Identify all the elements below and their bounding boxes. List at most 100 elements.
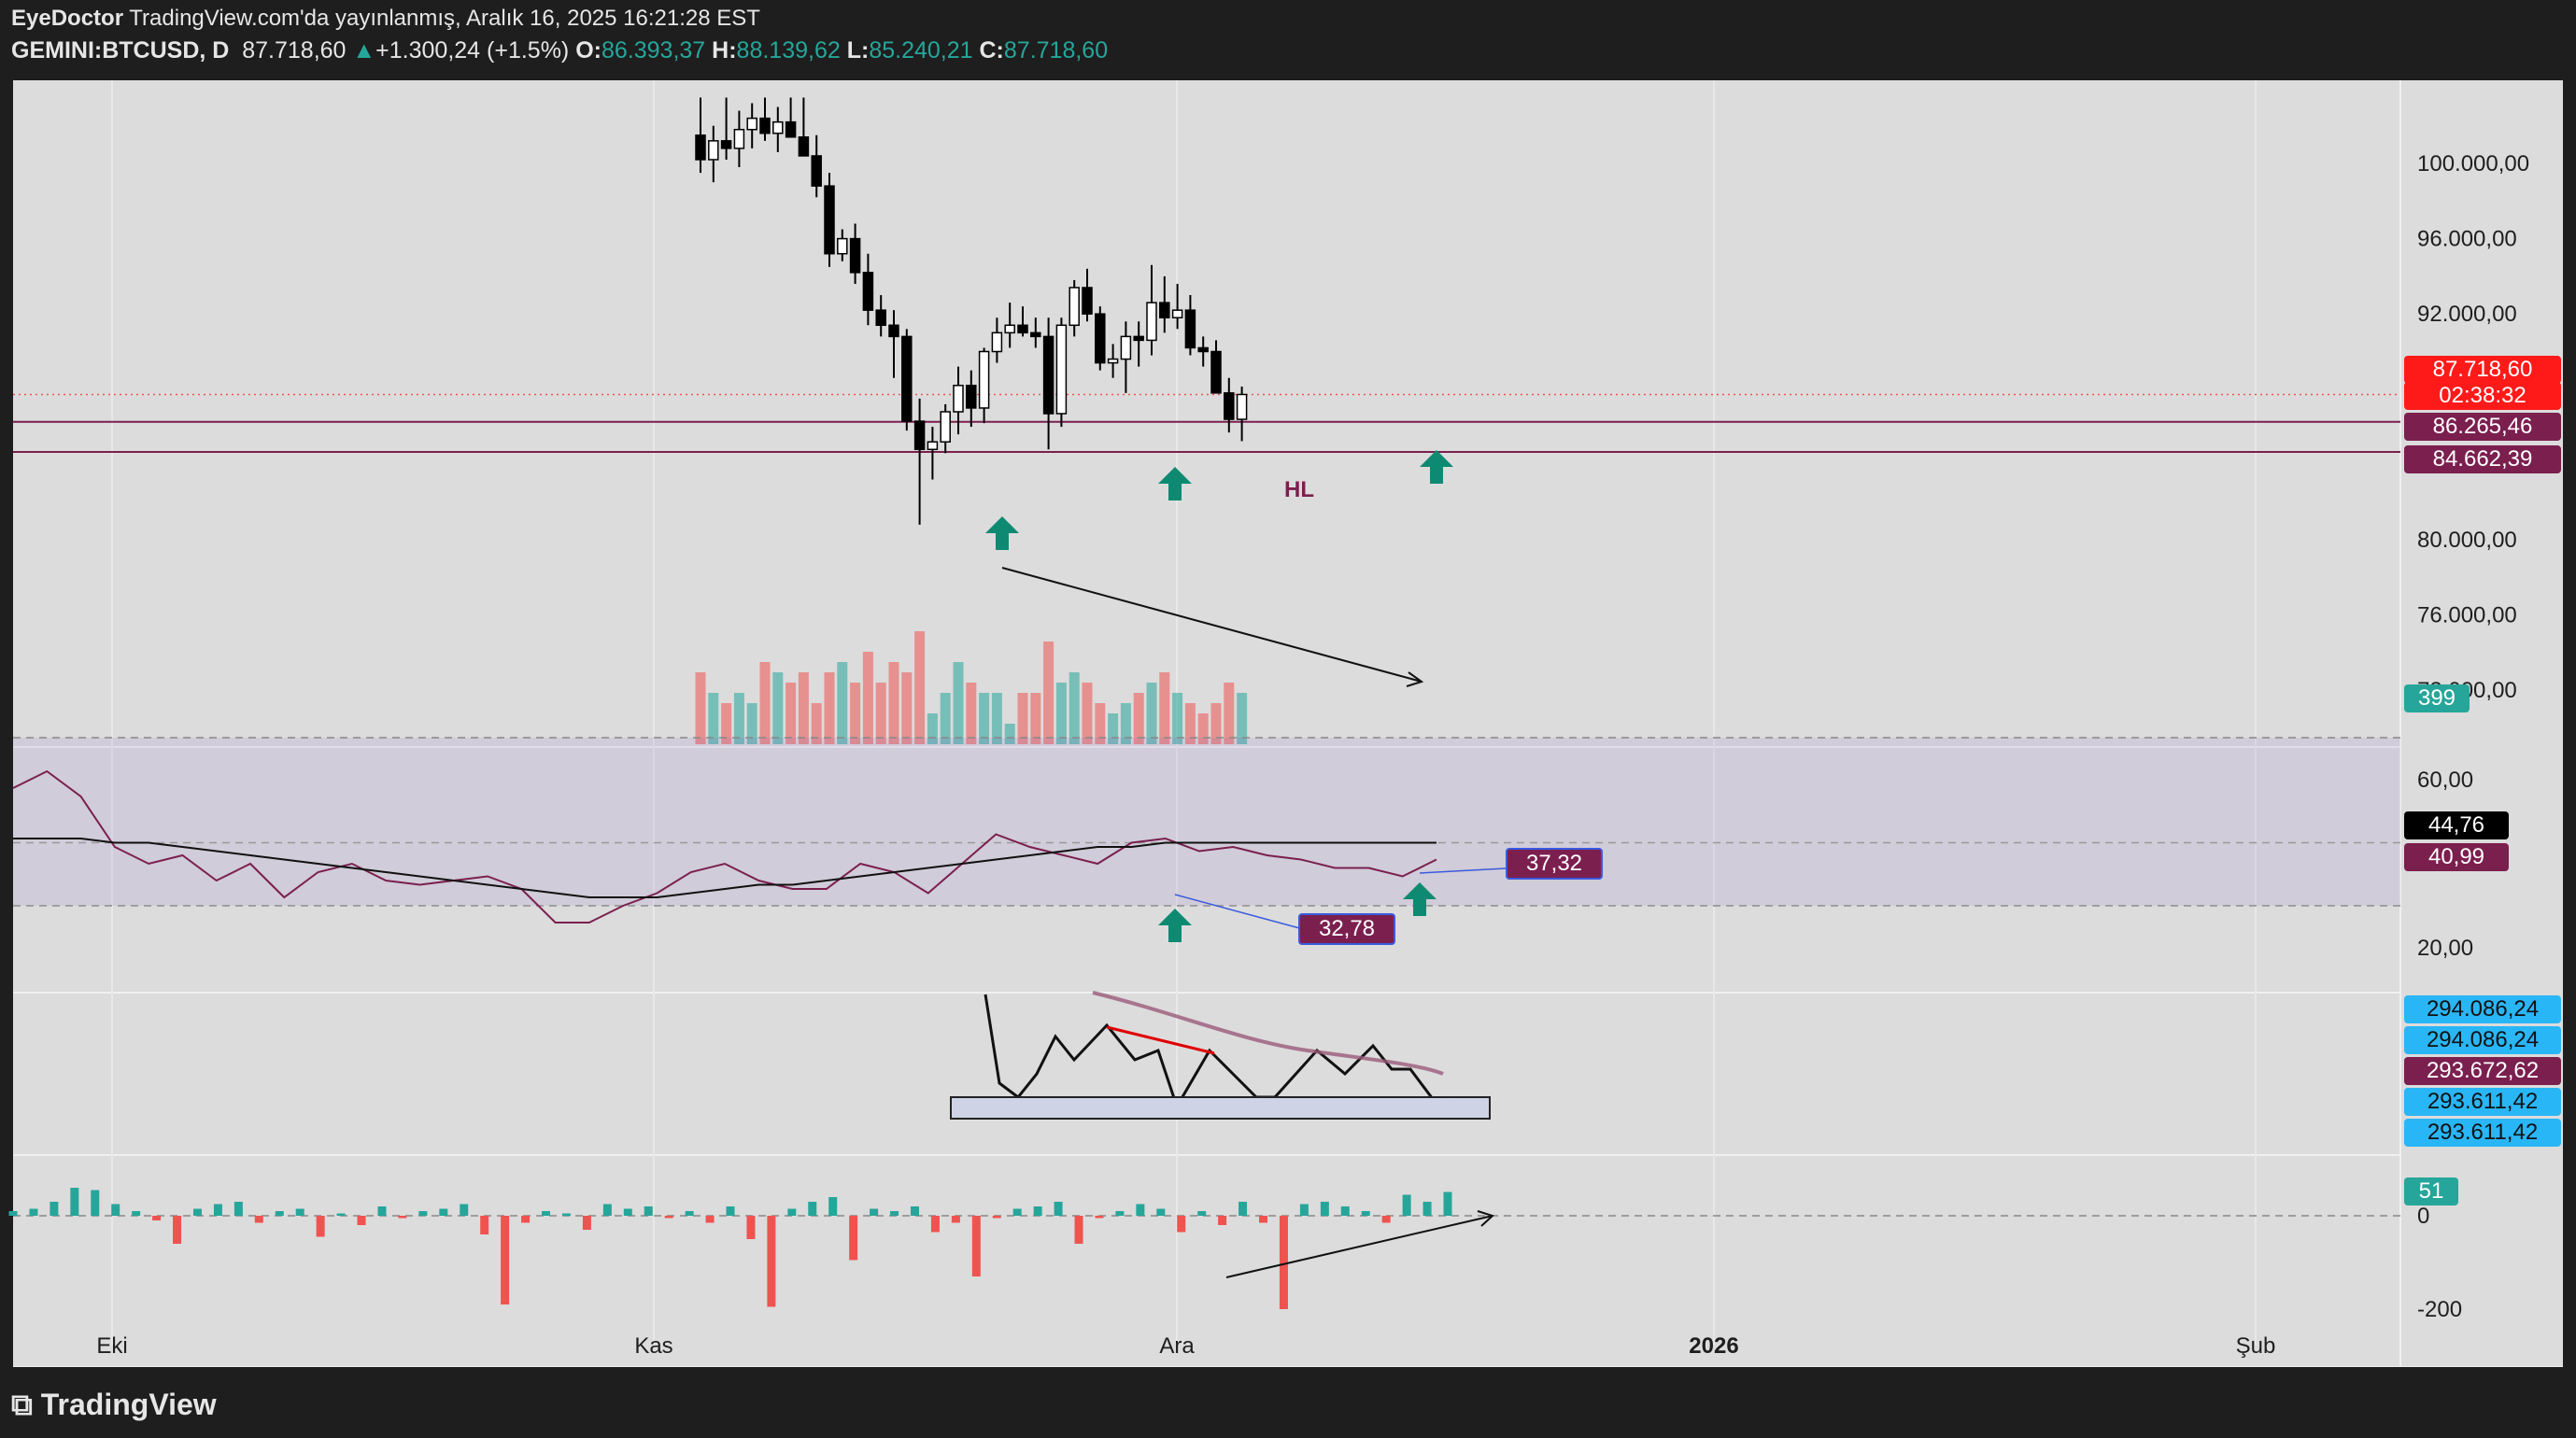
candle-body: [875, 309, 886, 327]
candle-body: [837, 237, 848, 255]
histogram-bar: [561, 1213, 571, 1216]
candle-body: [746, 117, 757, 131]
price-tick-label: 92.000,00: [2417, 302, 2517, 327]
candle-body: [720, 140, 732, 149]
candle-body: [1171, 309, 1183, 318]
volume-bar: [1120, 703, 1131, 744]
histogram-divergence-line: [1225, 1215, 1493, 1278]
oscillator-range-box: [950, 1096, 1491, 1120]
rsi-callout-line-a: [1419, 867, 1507, 874]
candle-body: [695, 134, 706, 161]
signal-arrow-icon-2: [1158, 467, 1192, 500]
histogram-bar: [460, 1204, 469, 1216]
tradingview-logo[interactable]: ⧉ TradingView: [11, 1388, 217, 1423]
histogram-bar: [582, 1216, 591, 1230]
close-label: C:: [979, 37, 1004, 63]
candle-body: [1004, 324, 1015, 334]
annotations: HL: [985, 450, 1507, 1278]
divergence-line: [1001, 567, 1422, 683]
candle-body: [811, 155, 822, 187]
histogram-bar: [602, 1204, 612, 1216]
histogram-pane: [8, 1188, 2400, 1309]
histogram-bar: [418, 1211, 428, 1216]
time-tick-label: 2026: [1689, 1333, 1738, 1359]
candle-body: [1030, 331, 1041, 338]
histogram-bar: [890, 1211, 899, 1216]
candle-body: [1082, 287, 1093, 315]
candle-body: [1197, 346, 1209, 353]
histogram-bar: [1381, 1216, 1391, 1223]
candle-body: [1120, 335, 1132, 360]
volume-bar: [1184, 703, 1196, 744]
histogram-bar: [1443, 1191, 1452, 1216]
price-tick-label: 96.000,00: [2417, 227, 2517, 252]
oscillator-ma-line: [1092, 991, 1444, 1076]
histogram-bar: [173, 1216, 182, 1244]
oscillator-value-label-4: 293.611,42: [2404, 1088, 2561, 1116]
time-axis[interactable]: Eki Kas Ara 2026 Şub: [96, 1333, 2275, 1359]
volume-bar: [1224, 683, 1235, 744]
volume-bar: [1172, 693, 1183, 744]
histogram-bar: [192, 1208, 202, 1216]
candle-body: [759, 117, 771, 134]
candle-body: [824, 185, 835, 255]
histogram-bar: [357, 1216, 366, 1225]
volume-bar: [1030, 693, 1041, 744]
histogram-bar: [930, 1216, 940, 1233]
candle-body: [1055, 324, 1068, 415]
volume-bar: [1082, 683, 1093, 744]
volume-bar: [1055, 683, 1067, 744]
volume-bar: [1197, 713, 1209, 744]
candle-body: [991, 331, 1003, 353]
author-name[interactable]: EyeDoctor: [11, 6, 124, 31]
histogram-bar: [726, 1206, 735, 1216]
rsi-point-a-label: 37,32: [1506, 848, 1603, 880]
histogram-value-label: 51: [2404, 1177, 2458, 1205]
volume-bar: [1133, 693, 1144, 744]
volume-bar: [991, 693, 1002, 744]
symbol-label[interactable]: GEMINI:BTCUSD, D: [11, 37, 230, 63]
candle-body: [978, 350, 990, 409]
oscillator-value-label-5: 293.611,42: [2404, 1119, 2561, 1147]
rsi-callout-line-b: [1174, 894, 1304, 930]
histogram-bar: [1054, 1202, 1063, 1216]
histogram-bar: [275, 1211, 284, 1216]
histogram-bar: [501, 1216, 510, 1304]
candle-body: [1210, 350, 1222, 394]
rsi-pane: [12, 737, 2400, 923]
volume-bar: [979, 693, 990, 744]
candle-body: [1017, 324, 1028, 334]
histogram-bar: [480, 1216, 489, 1234]
histogram-bar: [971, 1216, 981, 1276]
price-tick-label: 80.000,00: [2417, 528, 2517, 553]
volume-bar: [798, 672, 809, 744]
volume-bar: [786, 683, 797, 744]
histogram-bar: [623, 1208, 632, 1216]
volume-bar: [927, 713, 938, 744]
candle-body: [1069, 287, 1080, 327]
candle-body: [966, 385, 977, 409]
histogram-bar: [8, 1211, 18, 1216]
rsi-arrow-icon-2: [1403, 882, 1437, 916]
footer-bar: ⧉ TradingView: [0, 1367, 2576, 1438]
histogram-bar: [910, 1206, 919, 1216]
candle-body: [1184, 309, 1196, 349]
volume-bar: [914, 631, 926, 744]
histogram-bar: [767, 1216, 776, 1307]
volume-bar: [708, 693, 719, 744]
volume-bar: [1237, 693, 1248, 744]
candle-body: [888, 324, 899, 338]
level-1-label: 86.265,46: [2404, 413, 2561, 441]
low-label: L:: [846, 37, 870, 63]
chart-background: [13, 80, 2563, 1367]
histogram-bar: [295, 1208, 304, 1216]
candle-body: [1042, 335, 1054, 415]
histogram-bar: [644, 1206, 653, 1216]
candle-body: [733, 128, 745, 149]
volume-bar: [1210, 703, 1222, 744]
histogram-bar: [336, 1213, 346, 1216]
volume-bar: [875, 683, 886, 744]
histogram-bar: [521, 1216, 531, 1223]
candle-body: [1133, 335, 1144, 342]
